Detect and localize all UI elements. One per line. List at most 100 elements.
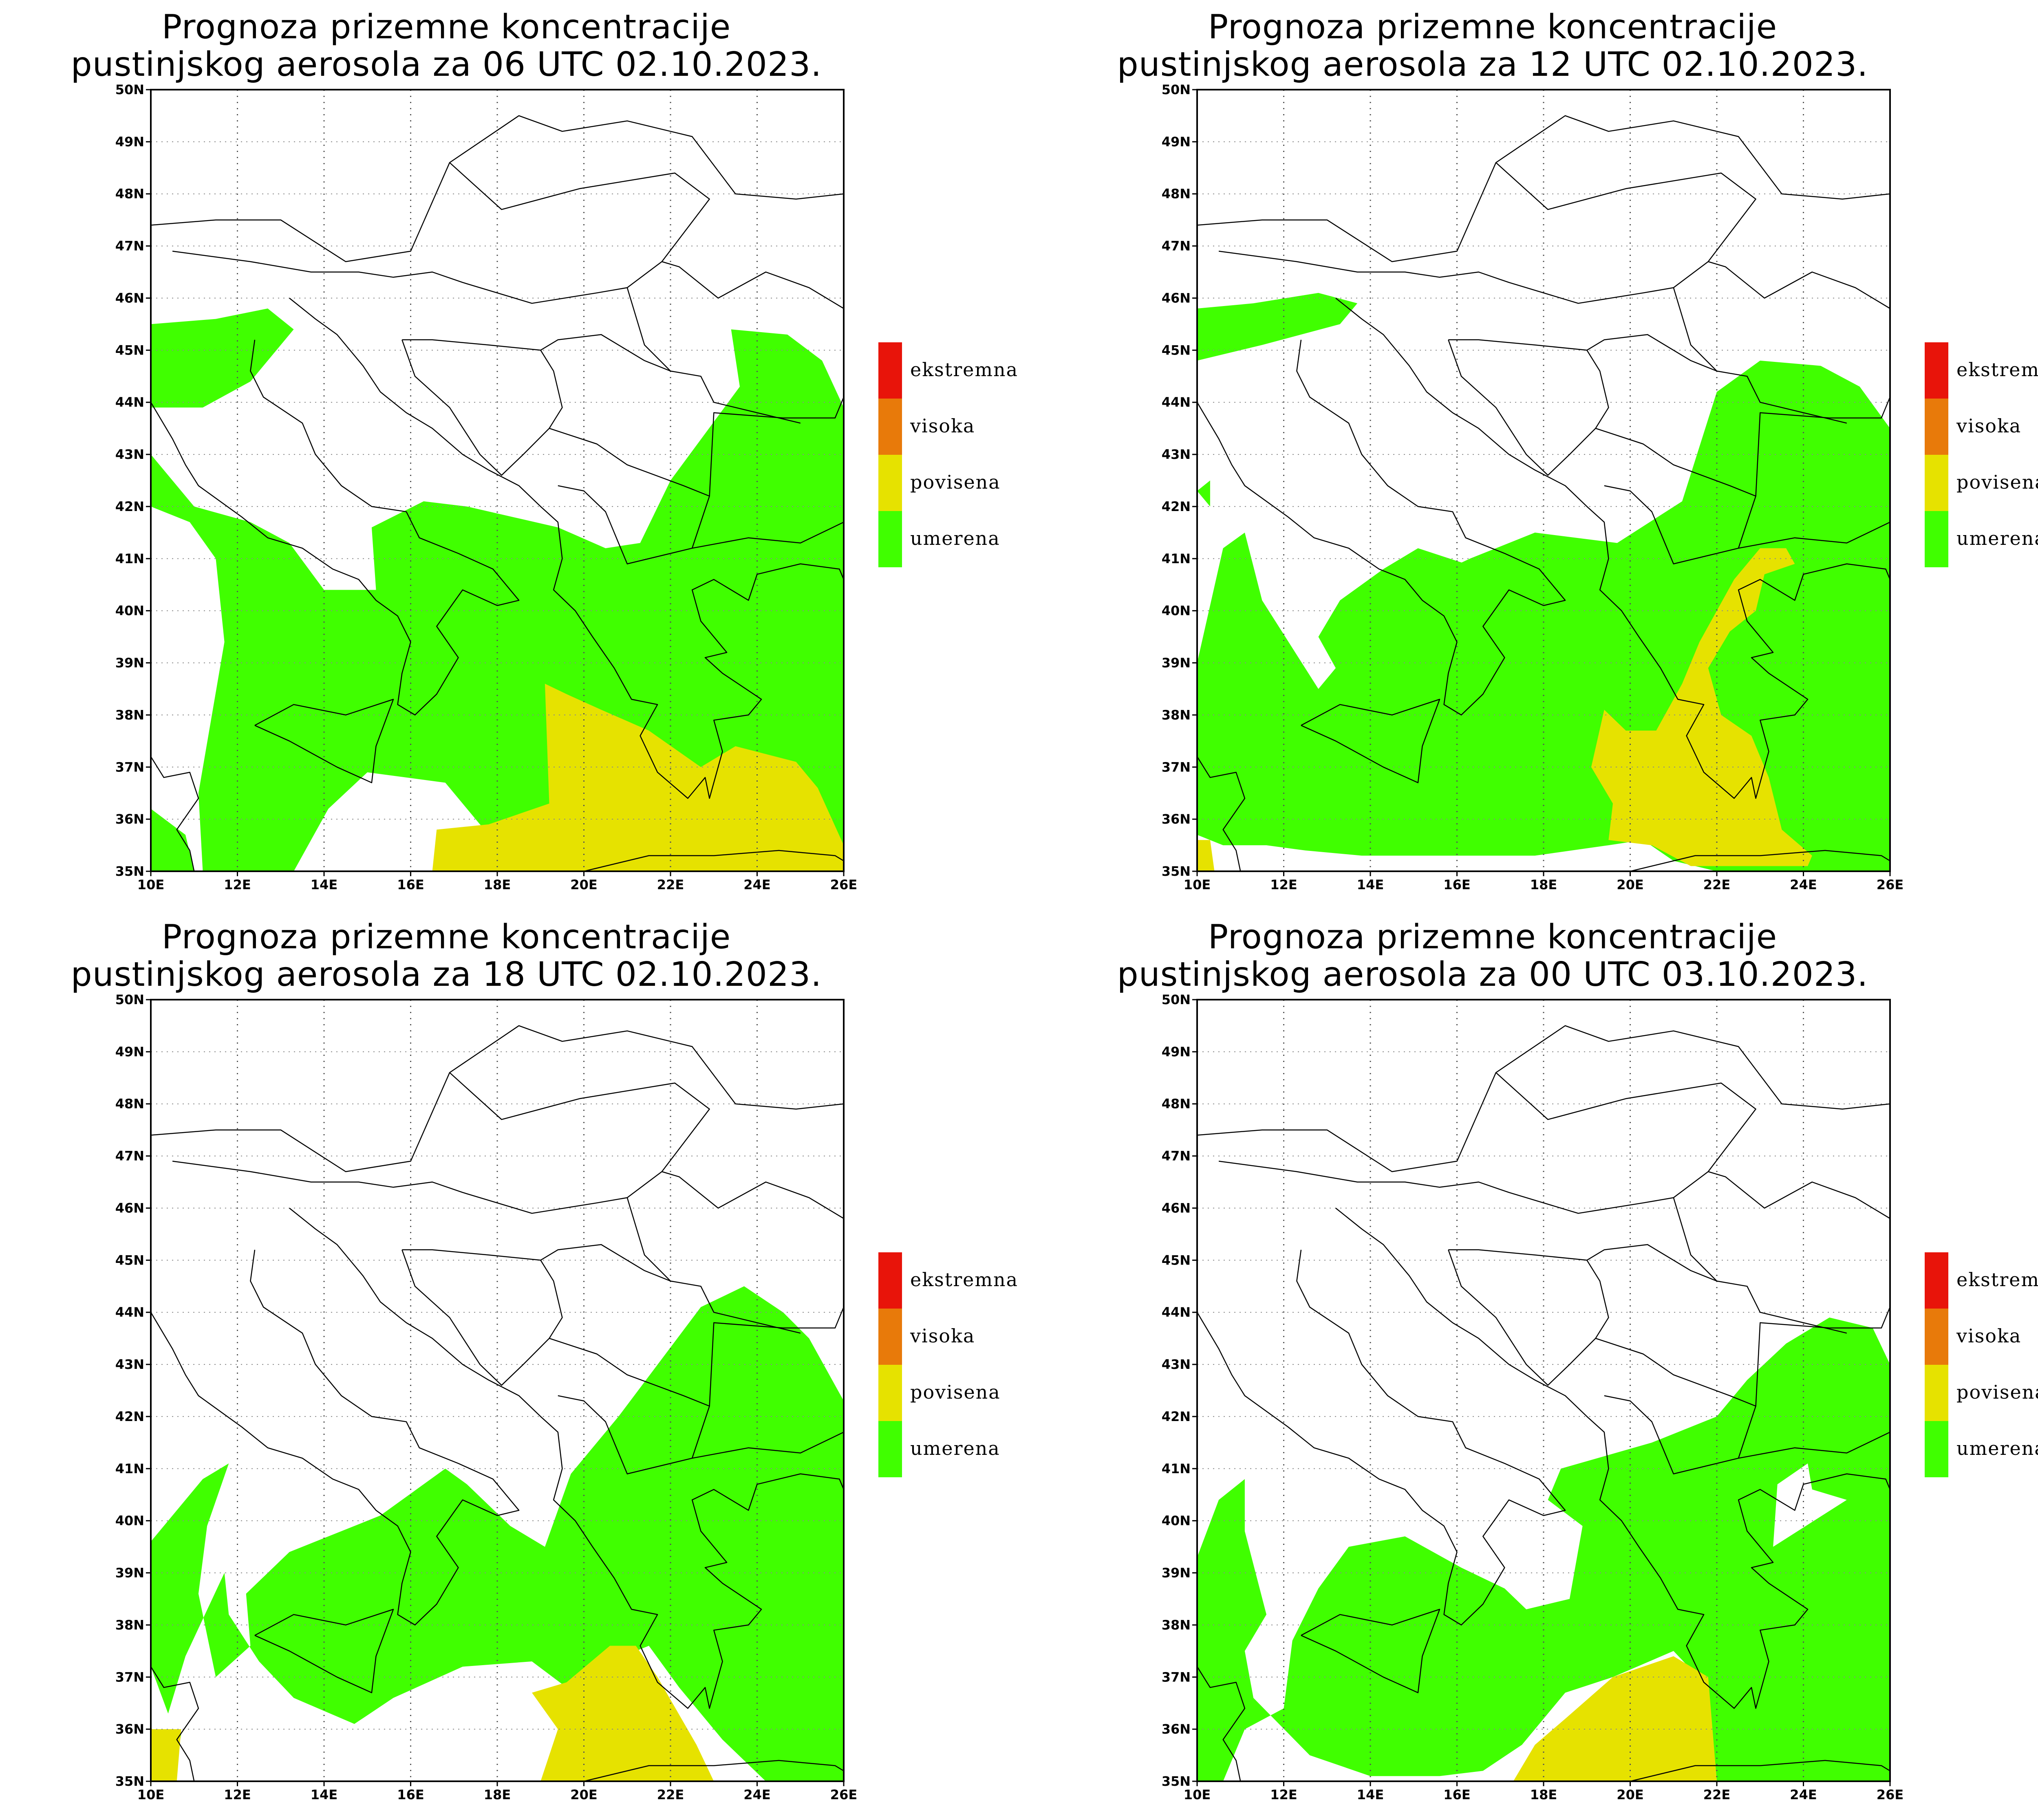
coastline-border [172,1072,710,1214]
lat-tick-label: 47N [115,1148,144,1164]
lat-tick-label: 36N [1162,811,1191,827]
lon-tick-label: 22E [1703,877,1730,892]
coastline-border [289,297,844,799]
lat-tick-label: 48N [115,186,144,202]
lat-tick-label: 49N [115,1044,144,1060]
coastline-border [1595,1337,1756,1474]
lat-tick-label: 38N [1162,1617,1191,1633]
coastline-border [1755,397,1890,496]
lon-tick-label: 16E [397,1787,424,1802]
coastline-border [670,1280,801,1334]
coastline-border [151,1249,520,1626]
lon-tick-label: 24E [1790,1787,1817,1802]
panel-title-line2: pustinjskog aerosola za 12 UTC 02.10.202… [1117,45,1868,84]
lon-tick-label: 20E [570,877,597,892]
lon-tick-label: 20E [1617,877,1643,892]
lon-tick-label: 16E [1443,877,1470,892]
lon-tick-label: 24E [743,877,770,892]
lat-tick-label: 50N [115,82,144,97]
coastline-border [549,427,710,564]
aerosol-area-umerena [1197,480,1210,507]
lon-tick-label: 26E [830,877,857,892]
coastline-border [1755,1307,1890,1406]
lat-tick-label: 45N [115,1252,144,1268]
legend-label-umerena: umerena [910,527,1000,549]
lat-tick-label: 42N [1162,499,1191,514]
coastline-border [1708,1171,1890,1219]
legend-label-ekstremna: ekstremna [1956,1269,2038,1291]
legend-swatch-povisena [1925,455,1948,511]
coastline-border [1197,1025,1890,1172]
coastline-border [584,1760,844,1781]
lon-tick-label: 14E [311,877,337,892]
forecast-map: 50N 49N 48N 47N 46N 45N 44N 43N 42N 41N 40N 39N 38N 3… [1162,82,1904,892]
coastline-border [1218,1072,1756,1214]
lat-tick-label: 50N [1162,82,1191,97]
legend-swatch-ekstremna [1925,342,1948,399]
lat-tick-label: 48N [115,1096,144,1112]
lat-tick-label: 36N [115,1721,144,1737]
legend-swatch-ekstremna [878,342,902,399]
panel-title-line2: pustinjskog aerosola za 18 UTC 02.10.202… [71,955,822,994]
lat-tick-label: 46N [115,1200,144,1216]
lon-tick-label: 14E [311,1787,337,1802]
lon-tick-label: 22E [1703,1787,1730,1802]
coastline-border [401,1249,563,1386]
lon-tick-label: 26E [830,1787,857,1802]
coastline-border [1197,1249,1566,1626]
legend-swatch-visoka [1925,1309,1948,1365]
panel-title-line1: Prognoza prizemne koncentracije [1208,918,1778,956]
panel-title-line1: Prognoza prizemne koncentracije [1208,8,1778,46]
lat-tick-label: 43N [1162,1357,1191,1372]
lat-tick-label: 44N [115,1304,144,1320]
lat-tick-label: 50N [1162,992,1191,1007]
lat-tick-label: 41N [115,1461,144,1476]
coastline-border [584,850,844,871]
forecast-map: 50N 49N 48N 47N 46N 45N 44N 43N 42N 41N 40N 39N 38N 3… [115,992,858,1802]
panel-18utc: Prognoza prizemne koncentracije pustinjs… [0,910,1046,1820]
panel-title-line2: pustinjskog aerosola za 00 UTC 03.10.202… [1117,955,1868,994]
aerosol-area-umerena [1197,1318,1890,1781]
lat-tick-label: 42N [115,1409,144,1424]
coastline-border [662,261,844,309]
legend-label-povisena: povisena [1956,471,2038,493]
aerosol-area-povisena [432,683,844,871]
coastline-border [1595,427,1756,564]
coastline-border [1738,1432,1890,1459]
legend-label-visoka: visoka [1956,1325,2022,1347]
lat-tick-label: 39N [115,1565,144,1581]
lat-tick-label: 40N [115,1513,144,1529]
coastline-border [151,115,844,262]
coastline-border [151,756,199,871]
coastline-border [1630,1760,1890,1781]
lat-tick-label: 42N [1162,1409,1191,1424]
coastline-border [1197,756,1246,871]
panel-00utc: Prognoza prizemne koncentracije pustinjs… [1046,910,2038,1820]
coastline-border [1335,297,1890,799]
lon-tick-label: 12E [224,877,251,892]
aerosol-area-umerena [151,329,844,871]
lat-tick-label: 49N [1162,1044,1191,1060]
forecast-map: 50N 49N 48N 47N 46N 45N 44N 43N 42N 41N 40N 39N 38N 3… [115,82,858,892]
lat-tick-label: 45N [1162,342,1191,358]
lat-tick-label: 49N [115,134,144,150]
lat-tick-label: 41N [1162,551,1191,566]
aerosol-area-povisena [532,1646,714,1781]
aerosol-area-povisena [1591,548,1812,866]
lat-tick-label: 36N [1162,1721,1191,1737]
lat-tick-label: 46N [115,290,144,306]
lat-tick-label: 40N [1162,603,1191,619]
lat-tick-label: 37N [1162,759,1191,775]
coastline-border [151,1025,844,1172]
coastline-border [1448,339,1609,476]
coastline-border [1335,1207,1890,1709]
coastline-border [1586,287,1718,372]
coastline-border [670,370,801,424]
coastline-border [1716,370,1847,424]
lat-tick-label: 37N [115,1669,144,1685]
lat-tick-label: 43N [115,1357,144,1372]
coastline-border [1301,698,1440,783]
lat-tick-label: 47N [1162,238,1191,254]
legend-label-umerena: umerena [910,1437,1000,1459]
lat-tick-label: 41N [115,551,144,566]
